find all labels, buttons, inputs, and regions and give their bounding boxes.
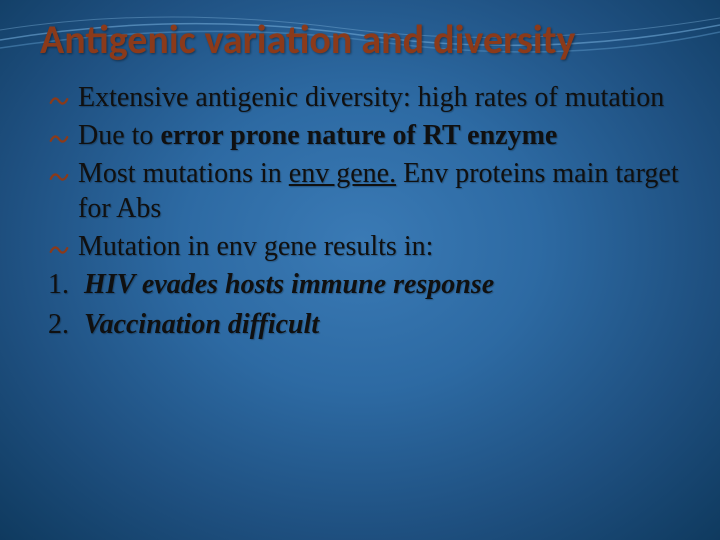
numbered-item: 2. Vaccination difficult — [48, 307, 680, 343]
bullet-text: Extensive antigenic diversity: high rate… — [78, 82, 664, 113]
bullet-text: Due to error prone nature of RT enzyme — [78, 120, 557, 151]
slide-title: Antigenic variation and diversity — [40, 18, 680, 62]
slide: Antigenic variation and diversity Extens… — [0, 0, 720, 540]
numbered-text: Vaccination difficult — [84, 309, 319, 340]
flourish-icon — [48, 235, 70, 257]
bullet-item: Extensive antigenic diversity: high rate… — [48, 80, 680, 116]
bullet-item: Due to error prone nature of RT enzyme — [48, 118, 680, 154]
flourish-icon — [48, 86, 70, 108]
numbered-list: 1. HIV evades hosts immune response 2. Vacc… — [40, 267, 680, 343]
bullet-text: Mutation in env gene results in: — [78, 231, 433, 262]
numbered-item: 1. HIV evades hosts immune response — [48, 267, 680, 303]
bullet-text: Most mutations in env gene. Env proteins… — [78, 158, 679, 225]
bullet-item: Most mutations in env gene. Env proteins… — [48, 156, 680, 228]
item-number: 2. — [48, 307, 69, 343]
flourish-icon — [48, 124, 70, 146]
bullet-list: Extensive antigenic diversity: high rate… — [40, 80, 680, 265]
item-number: 1. — [48, 267, 69, 303]
numbered-text: HIV evades hosts immune response — [84, 269, 494, 300]
bullet-item: Mutation in env gene results in: — [48, 229, 680, 265]
flourish-icon — [48, 162, 70, 184]
